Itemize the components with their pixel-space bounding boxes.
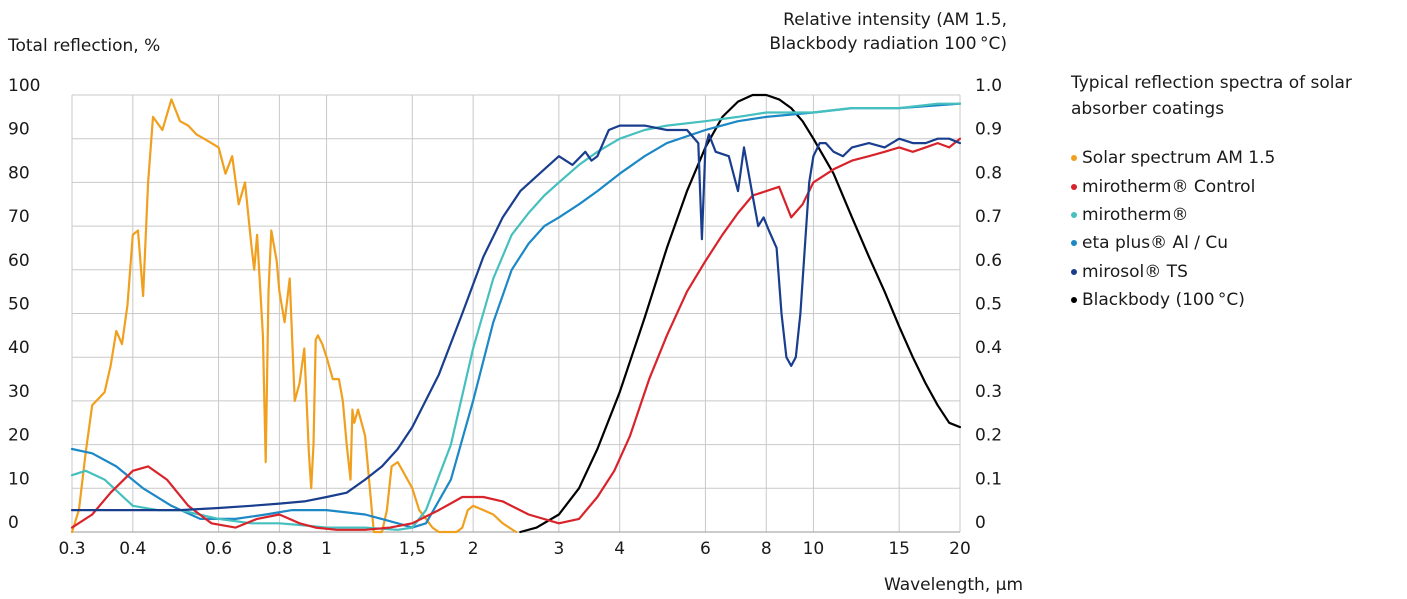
legend-label: mirotherm® Control xyxy=(1082,176,1256,197)
y-tick-label: 100 xyxy=(8,76,40,96)
y-axis-right-title: Relative intensity (AM 1.5, Blackbody ra… xyxy=(647,8,1007,56)
y-tick-label: 0 xyxy=(8,513,19,533)
y-tick-label: 90 xyxy=(8,120,30,140)
x-tick-label: 8 xyxy=(761,539,772,559)
y-tick-label: 40 xyxy=(8,338,30,358)
legend-item: eta plus® Al / Cu xyxy=(1071,229,1401,257)
x-tick-label: 4 xyxy=(614,539,625,559)
y-tick-label: 10 xyxy=(8,469,30,489)
x-tick-label: 0.4 xyxy=(119,539,146,559)
x-tick-label: 2 xyxy=(468,539,479,559)
y2-tick-label: 0.2 xyxy=(975,426,1002,446)
x-tick-label: 3 xyxy=(553,539,564,559)
legend-label: Solar spectrum AM 1.5 xyxy=(1082,148,1276,169)
legend-items: Solar spectrum AM 1.5 mirotherm® Control m… xyxy=(1071,144,1401,314)
legend-item: Solar spectrum AM 1.5 xyxy=(1071,144,1401,172)
legend-label: mirotherm® xyxy=(1082,204,1189,225)
x-axis-title: Wavelength, µm xyxy=(883,575,1023,595)
series-line-3 xyxy=(70,102,962,529)
y2-tick-label: 0.4 xyxy=(975,338,1002,358)
x-tick-label: 20 xyxy=(949,539,971,559)
legend-item: mirotherm® Control xyxy=(1071,172,1401,200)
series-line-2 xyxy=(70,102,962,531)
x-tick-label: 0.3 xyxy=(58,539,85,559)
y-tick-label: 70 xyxy=(8,207,30,227)
series-line-5 xyxy=(519,93,962,534)
x-tick-label: 1 xyxy=(321,539,332,559)
x-tick-label: 10 xyxy=(803,539,825,559)
y-tick-label: 80 xyxy=(8,163,30,183)
legend-label: eta plus® Al / Cu xyxy=(1082,233,1229,254)
y2-tick-label: 0.9 xyxy=(975,120,1002,140)
legend-marker xyxy=(1071,297,1077,304)
y-tick-label: 50 xyxy=(8,295,30,315)
y2-tick-label: 0.6 xyxy=(975,251,1002,271)
y-axis-left-title: Total reflection, % xyxy=(8,36,161,56)
y2-tick-label: 0.5 xyxy=(975,295,1002,315)
x-tick-label: 6 xyxy=(700,539,711,559)
y-tick-label: 20 xyxy=(8,426,30,446)
x-tick-label: 1,5 xyxy=(399,539,426,559)
legend-marker xyxy=(1071,211,1077,218)
y2-tick-label: 0 xyxy=(975,513,986,533)
legend-marker xyxy=(1071,240,1077,247)
legend-label: mirosol® TS xyxy=(1082,261,1188,282)
y2-tick-label: 0.3 xyxy=(975,382,1002,402)
legend-item: Blackbody (100 °C) xyxy=(1071,286,1401,314)
y2-tick-label: 0.1 xyxy=(975,469,1002,489)
x-tick-label: 0.8 xyxy=(266,539,293,559)
series-line-4 xyxy=(70,124,962,512)
x-tick-label: 15 xyxy=(888,539,910,559)
y-axis-right-title-line1: Relative intensity (AM 1.5, xyxy=(783,10,1007,30)
legend-marker xyxy=(1071,155,1077,162)
x-tick-label: 0.6 xyxy=(205,539,232,559)
y2-tick-label: 0.8 xyxy=(975,163,1002,183)
legend: Typical reflection spectra of solar abso… xyxy=(1071,70,1401,314)
y-axis-right-title-line2: Blackbody radiation 100 °C) xyxy=(769,34,1007,54)
legend-marker xyxy=(1071,183,1077,190)
legend-label: Blackbody (100 °C) xyxy=(1082,290,1245,311)
y-tick-label: 30 xyxy=(8,382,30,402)
y-tick-label: 60 xyxy=(8,251,30,271)
y2-tick-label: 0.7 xyxy=(975,207,1002,227)
legend-title: Typical reflection spectra of solar abso… xyxy=(1071,73,1352,119)
y2-tick-label: 1.0 xyxy=(975,76,1002,96)
legend-item: mirotherm® xyxy=(1071,201,1401,229)
series-line-1 xyxy=(70,137,962,531)
legend-marker xyxy=(1071,268,1077,275)
series-line-0 xyxy=(70,98,518,534)
legend-item: mirosol® TS xyxy=(1071,258,1401,286)
